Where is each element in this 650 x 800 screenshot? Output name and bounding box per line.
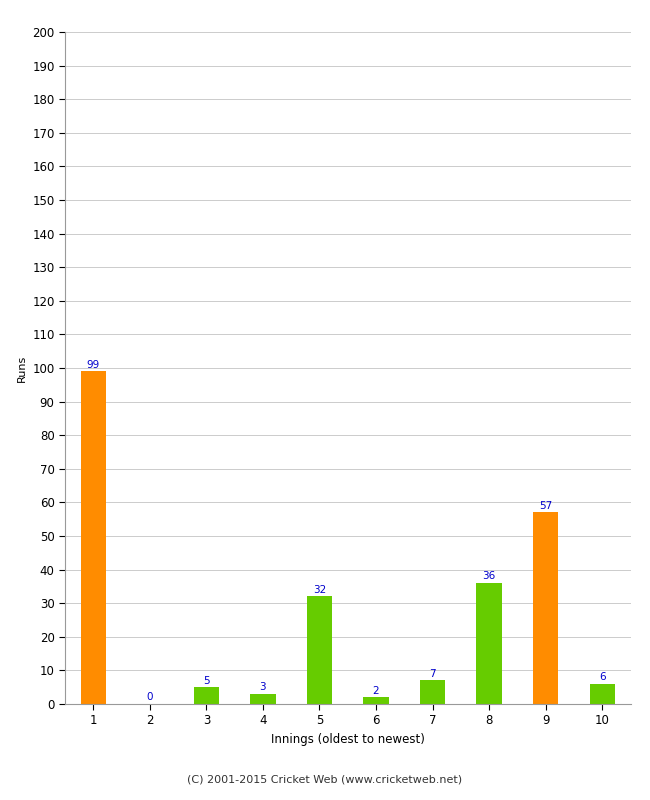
Text: (C) 2001-2015 Cricket Web (www.cricketweb.net): (C) 2001-2015 Cricket Web (www.cricketwe…	[187, 774, 463, 784]
Text: 6: 6	[599, 672, 606, 682]
Text: 2: 2	[372, 686, 380, 695]
Text: 7: 7	[429, 669, 436, 678]
Text: 0: 0	[146, 692, 153, 702]
Bar	[533, 513, 558, 704]
Bar	[250, 694, 276, 704]
Bar	[194, 687, 219, 704]
Bar	[363, 698, 389, 704]
X-axis label: Innings (oldest to newest): Innings (oldest to newest)	[271, 733, 424, 746]
Text: 36: 36	[482, 571, 496, 582]
Text: 5: 5	[203, 675, 210, 686]
Bar	[476, 583, 502, 704]
Bar	[590, 684, 615, 704]
Bar	[420, 681, 445, 704]
Bar	[81, 371, 106, 704]
Text: 57: 57	[539, 501, 552, 511]
Text: 99: 99	[86, 360, 100, 370]
Y-axis label: Runs: Runs	[17, 354, 27, 382]
Bar	[307, 597, 332, 704]
Text: 3: 3	[259, 682, 266, 692]
Text: 32: 32	[313, 585, 326, 595]
